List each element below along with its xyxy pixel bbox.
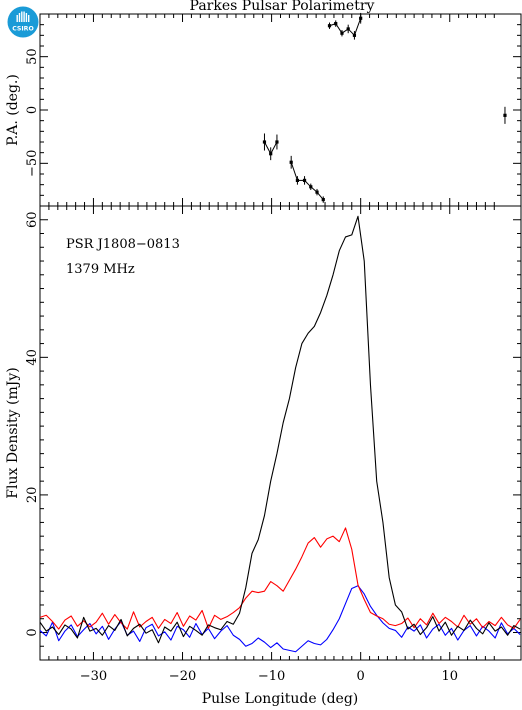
- flux-y-tick-label: 20: [25, 487, 40, 504]
- pa-point: [289, 160, 293, 164]
- flux-axis-label: Flux Density (mJy): [5, 367, 21, 498]
- pa-point: [309, 185, 313, 189]
- pa-point: [275, 140, 279, 144]
- pa-axis-ticks: −50 0 50: [25, 13, 521, 206]
- x-tick-label: −20: [169, 669, 196, 684]
- pa-y-tick-label: 0: [25, 106, 40, 114]
- profile-series-lines: [39, 215, 521, 653]
- pa-panel-frame: [39, 13, 522, 207]
- longitude-axis-label: Pulse Longitude (deg): [202, 691, 359, 707]
- pulsar-name-label: PSR J1808−0813: [66, 237, 180, 252]
- pa-data-points: [262, 12, 507, 203]
- linear-intensity-line: [39, 527, 521, 630]
- x-tick-label: −10: [258, 669, 285, 684]
- pa-point: [340, 31, 344, 35]
- figure-title: Parkes Pulsar Polarimetry: [190, 0, 375, 14]
- pa-point: [334, 22, 338, 26]
- pa-point: [295, 178, 300, 182]
- frequency-label: 1379 MHz: [66, 262, 135, 277]
- x-tick-label: −30: [80, 669, 107, 684]
- x-tick-label: 10: [441, 669, 458, 684]
- x-tick-label: 0: [357, 669, 365, 684]
- pa-point: [359, 16, 363, 20]
- pa-connector: [353, 18, 362, 36]
- pa-connector: [264, 141, 272, 154]
- pa-point: [503, 113, 507, 117]
- pa-y-tick-label: −50: [25, 150, 40, 177]
- pa-connector: [270, 141, 278, 154]
- pa-point: [315, 190, 319, 194]
- pa-y-tick-label: 50: [25, 48, 40, 65]
- pa-axis-label: P.A. (deg.): [5, 74, 21, 146]
- pa-point: [302, 178, 307, 182]
- pa-point: [262, 140, 267, 144]
- total-intensity-line: [39, 215, 521, 644]
- pa-connector: [290, 162, 298, 181]
- pa-point: [346, 27, 350, 31]
- flux-y-tick-label: 40: [25, 349, 40, 366]
- csiro-logo: CSIRO: [7, 6, 39, 38]
- pa-point: [321, 198, 325, 202]
- pa-point: [327, 24, 332, 28]
- flux-y-tick-label: 0: [25, 628, 40, 636]
- pa-point: [352, 33, 357, 37]
- pa-point: [269, 152, 273, 156]
- circular-intensity-line: [39, 585, 521, 653]
- flux-y-tick-label: 60: [25, 211, 40, 228]
- csiro-logo-text: CSIRO: [12, 26, 33, 33]
- profile-axis-ticks: −30 −20 −10 0 10 0 20 40 60: [25, 205, 521, 684]
